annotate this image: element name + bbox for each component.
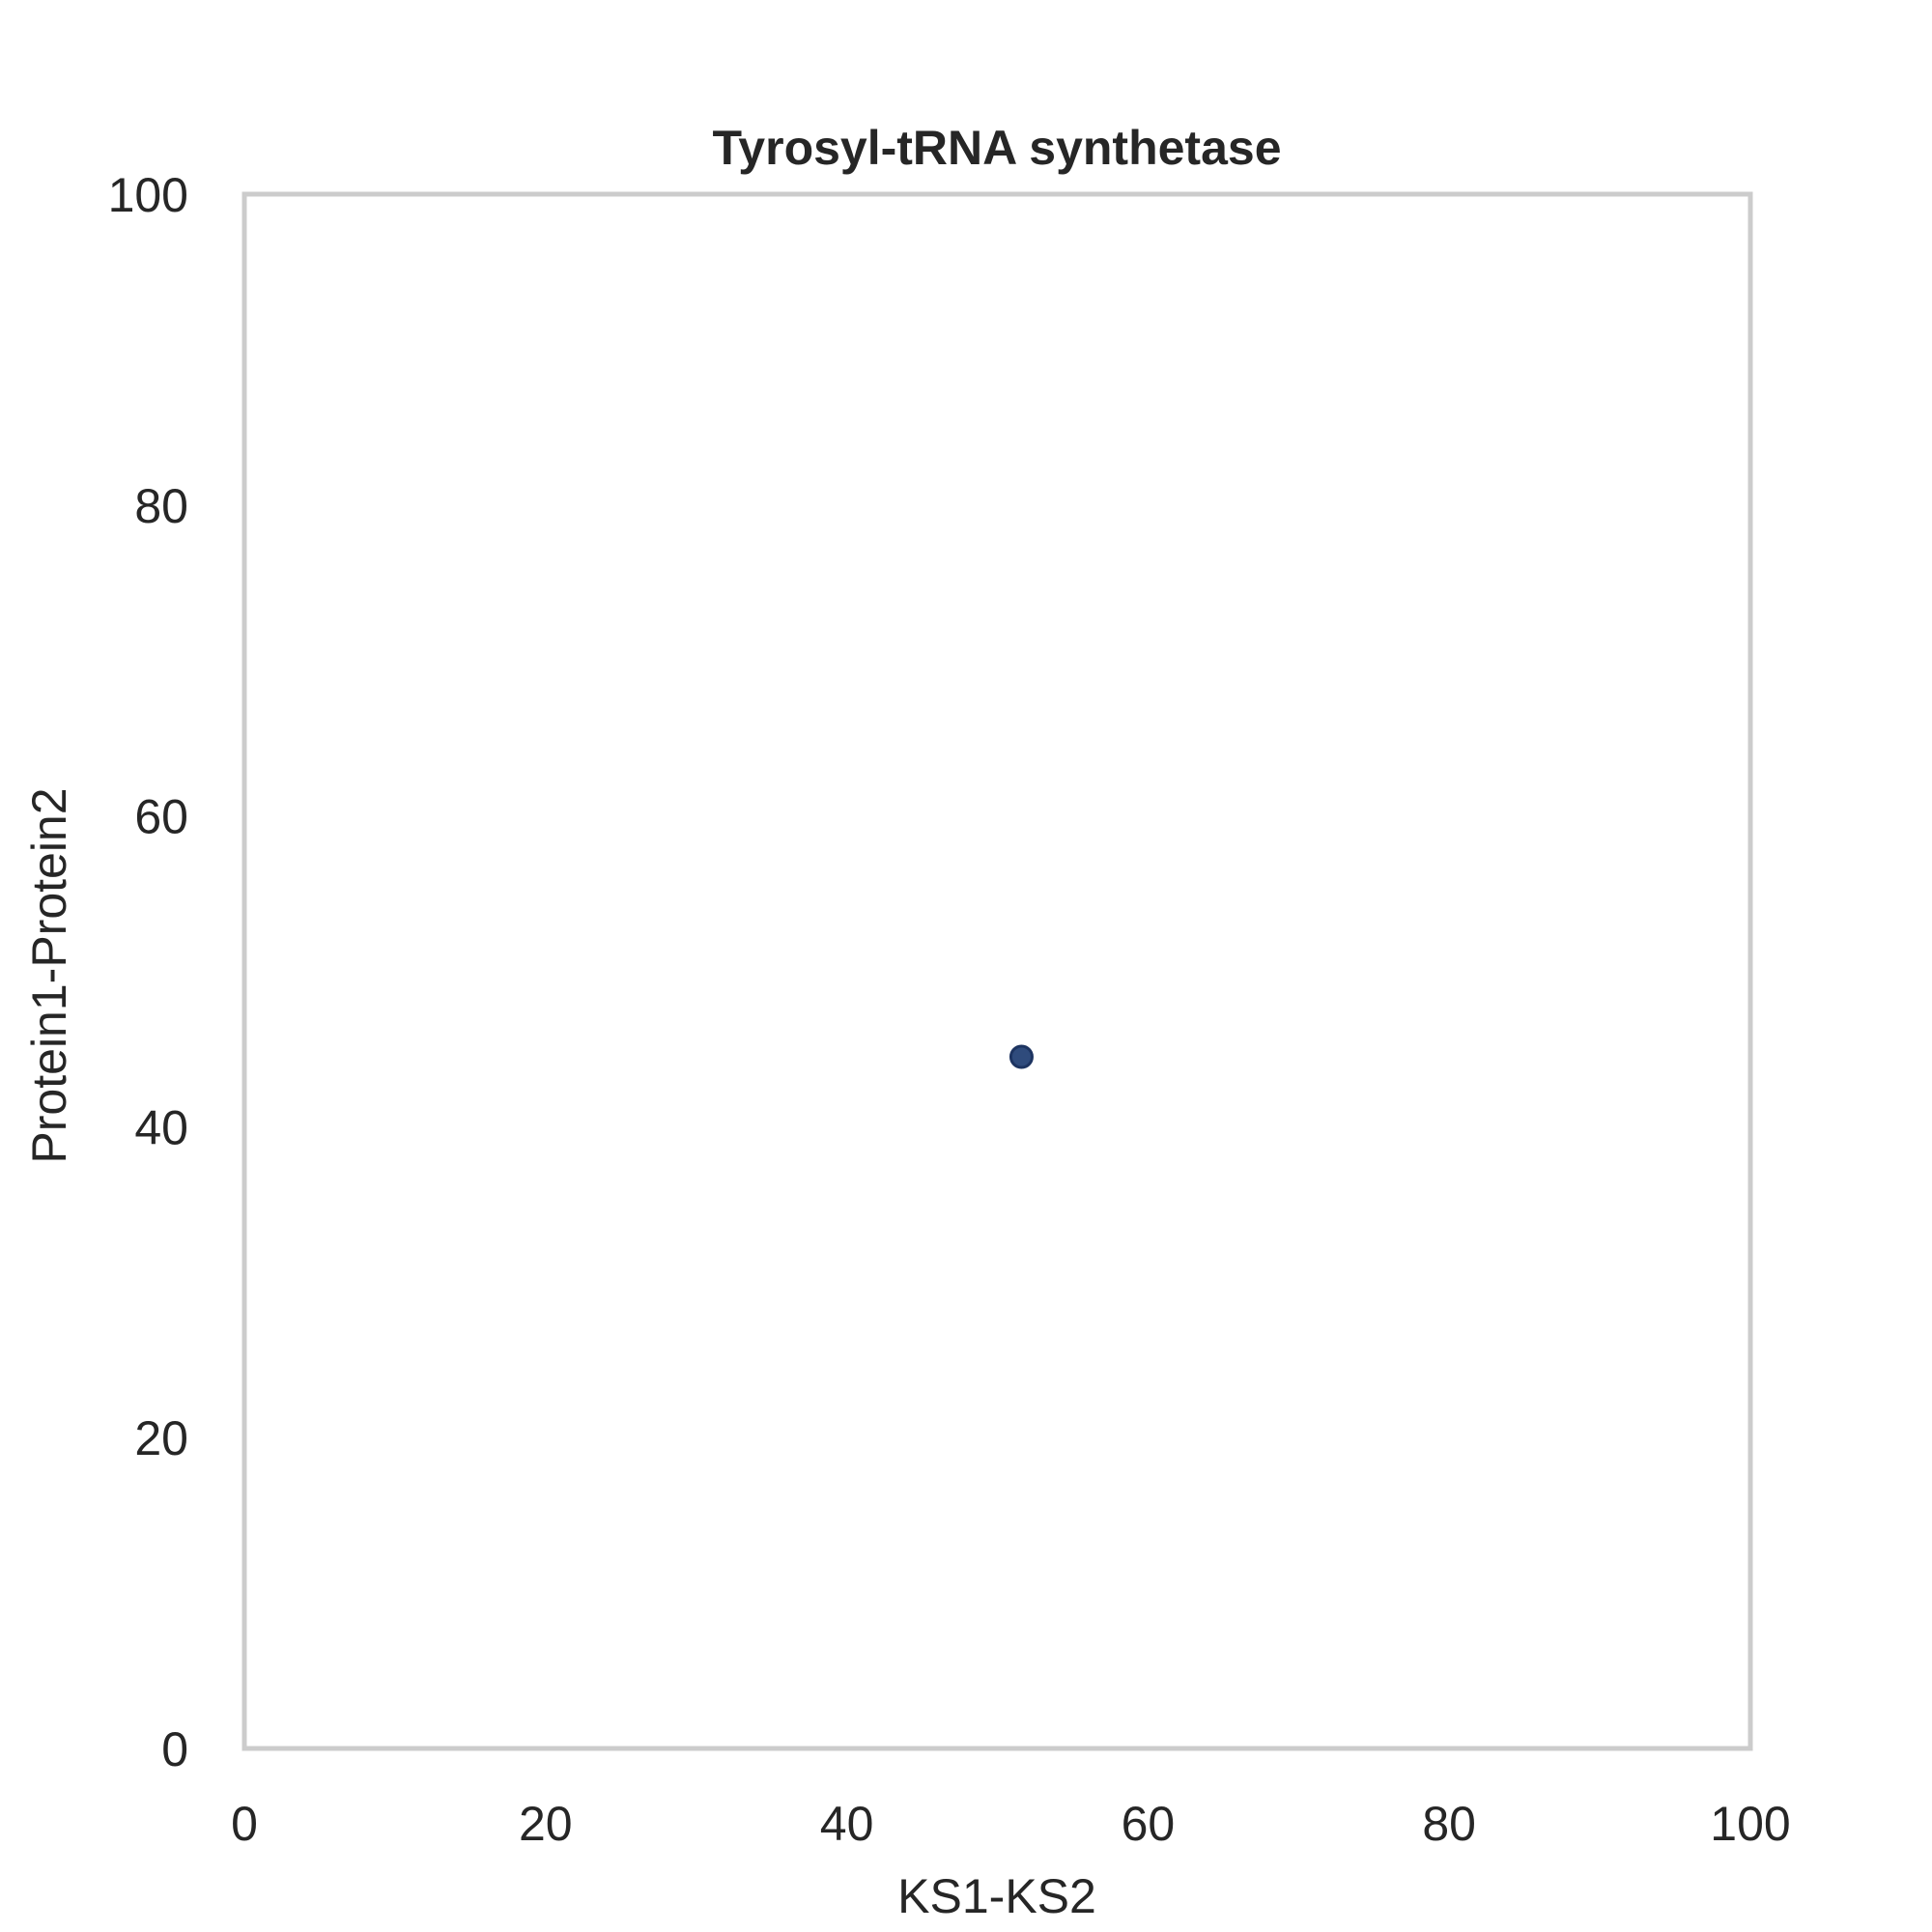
y-tick-label: 80: [134, 479, 188, 533]
y-tick-label: 40: [134, 1100, 188, 1154]
y-tick-label: 60: [134, 790, 188, 844]
x-axis-label: KS1-KS2: [897, 1869, 1096, 1923]
x-tick-label: 80: [1422, 1797, 1476, 1851]
y-axis-ticks: 0 20 40 60 80 100: [108, 168, 188, 1776]
scatter-point: [1009, 1044, 1034, 1069]
x-tick-label: 0: [231, 1797, 258, 1851]
chart-title: Tyrosyl-tRNA synthetase: [712, 121, 1281, 175]
y-tick-label: 20: [134, 1411, 188, 1465]
x-axis-ticks: 0 20 40 60 80 100: [231, 1797, 1791, 1851]
x-tick-label: 100: [1710, 1797, 1790, 1851]
x-tick-label: 60: [1122, 1797, 1176, 1851]
x-tick-label: 20: [519, 1797, 573, 1851]
x-tick-label: 40: [820, 1797, 874, 1851]
data-points: [1009, 1044, 1034, 1069]
y-axis-label: Protein1-Protein2: [22, 787, 76, 1163]
y-tick-label: 100: [108, 168, 188, 222]
y-tick-label: 0: [161, 1722, 188, 1776]
plot-area: [242, 191, 1753, 1751]
